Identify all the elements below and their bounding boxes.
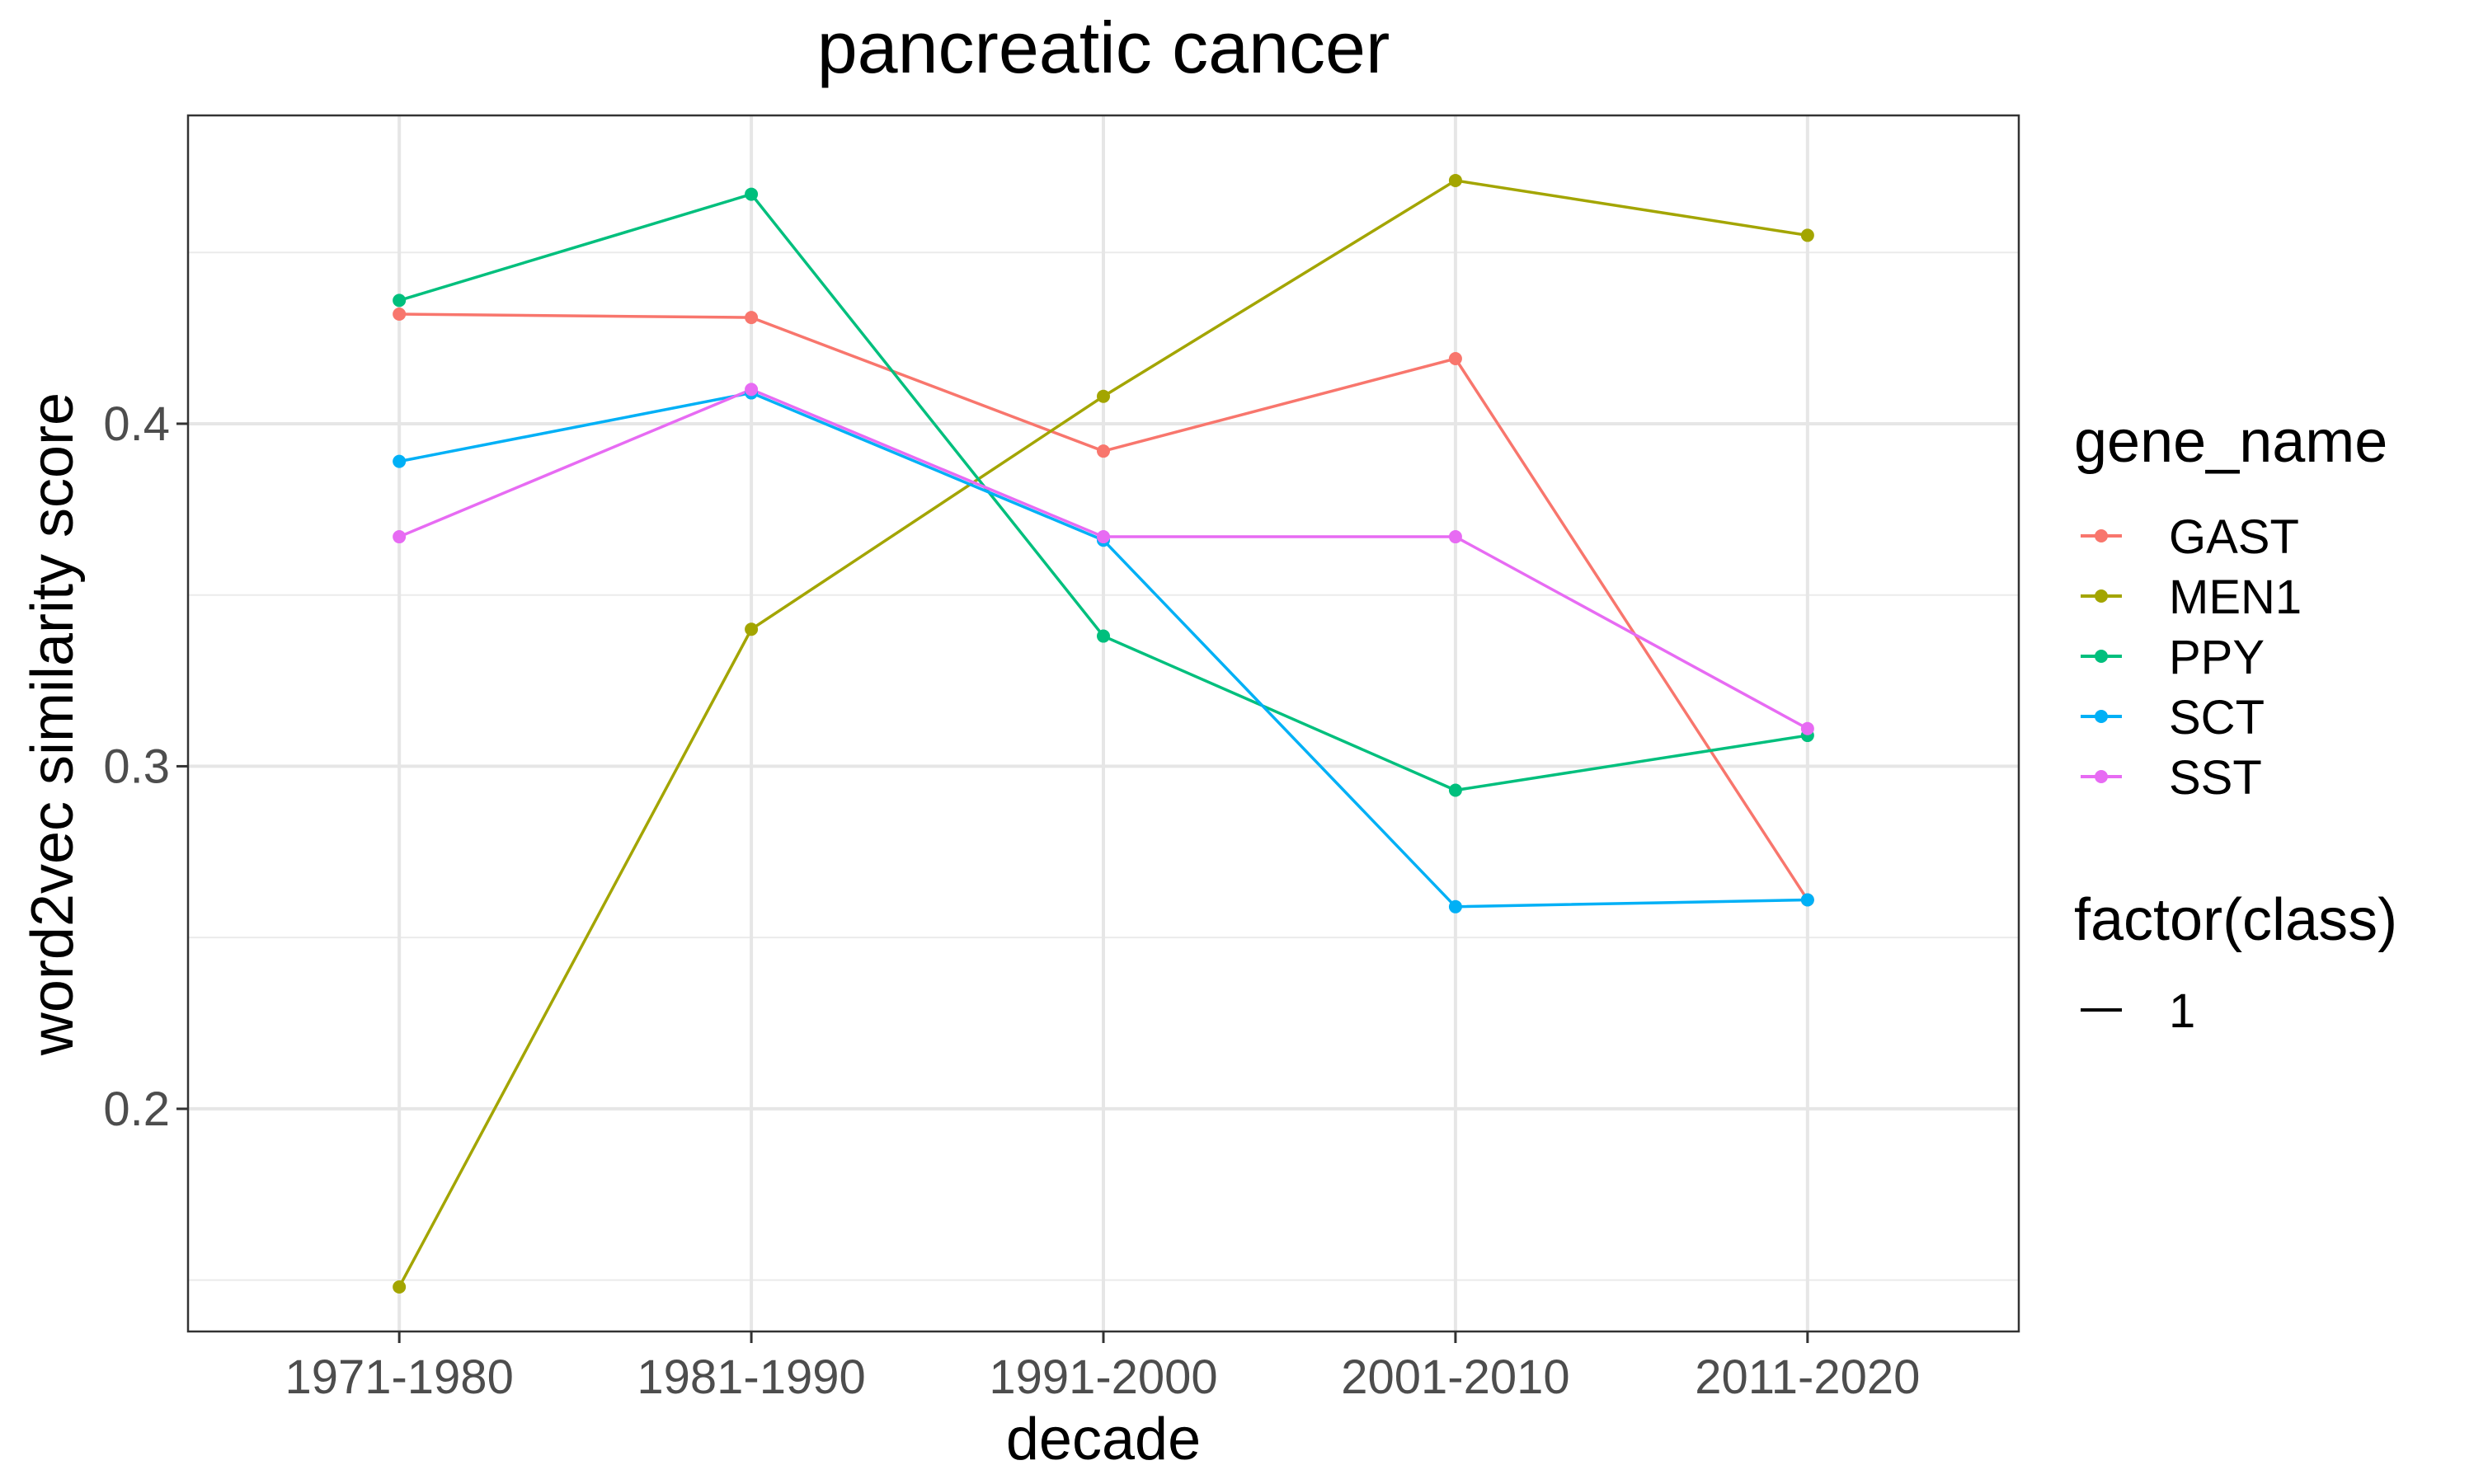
legend-key-point	[2095, 589, 2108, 603]
data-point-men1	[745, 622, 759, 636]
data-point-sct	[393, 454, 407, 468]
data-point-ppy	[1448, 783, 1462, 797]
y-tick-label: 0.3	[103, 740, 170, 793]
x-tick-label: 1971-1980	[285, 1350, 513, 1404]
legend-key-point	[2095, 529, 2108, 542]
x-axis-title: decade	[1006, 1407, 1201, 1472]
data-point-sst	[1097, 530, 1110, 544]
legend-item-label: MEN1	[2169, 571, 2302, 624]
chart-title: pancreatic cancer	[817, 7, 1390, 88]
legend-title-gene-name: gene_name	[2074, 409, 2387, 475]
data-point-ppy	[1097, 629, 1110, 643]
data-point-sst	[1800, 721, 1814, 735]
plot-area	[186, 114, 2020, 1333]
data-point-sst	[393, 530, 407, 544]
data-point-ppy	[393, 294, 407, 308]
legend-item-label: PPY	[2169, 631, 2265, 684]
x-tick-label: 2011-2020	[1695, 1350, 1920, 1404]
data-point-sct	[1800, 893, 1814, 907]
data-point-sst	[745, 383, 759, 397]
data-point-gast	[393, 307, 407, 321]
y-axis-ticks: 0.2 0.3 0.4	[103, 397, 188, 1136]
legend-key-point	[2095, 770, 2108, 783]
legend-item-label: SCT	[2169, 691, 2265, 744]
legend-key-point	[2095, 650, 2108, 663]
legend-title-factor-class: factor(class)	[2074, 887, 2397, 953]
legend-item-label: 1	[2169, 984, 2195, 1038]
data-point-men1	[1097, 389, 1110, 403]
data-point-men1	[1448, 173, 1462, 187]
x-axis-ticks: 1971-1980 1981-1990 1991-2000 2001-2010 2011…	[285, 1331, 1920, 1404]
data-point-sct	[1448, 899, 1462, 913]
data-point-ppy	[745, 187, 759, 201]
y-axis-title: word2vec similarity score	[20, 392, 86, 1056]
legend-item-label: SST	[2169, 751, 2262, 805]
data-point-sst	[1448, 530, 1462, 544]
data-point-gast	[1448, 352, 1462, 365]
y-tick-label: 0.2	[103, 1082, 170, 1136]
legend-item-label: GAST	[2169, 510, 2299, 564]
data-point-gast	[745, 311, 759, 325]
data-point-gast	[1097, 444, 1110, 458]
data-point-men1	[1800, 228, 1814, 242]
x-tick-label: 1991-2000	[989, 1350, 1217, 1404]
x-tick-label: 1981-1990	[637, 1350, 865, 1404]
y-tick-label: 0.4	[103, 397, 170, 451]
x-tick-label: 2001-2010	[1341, 1350, 1569, 1404]
legend-key-point	[2095, 710, 2108, 723]
legend: gene_name GAST MEN1 PPY SCT SST factor(class) 1	[2074, 409, 2397, 1038]
data-point-men1	[393, 1280, 407, 1294]
